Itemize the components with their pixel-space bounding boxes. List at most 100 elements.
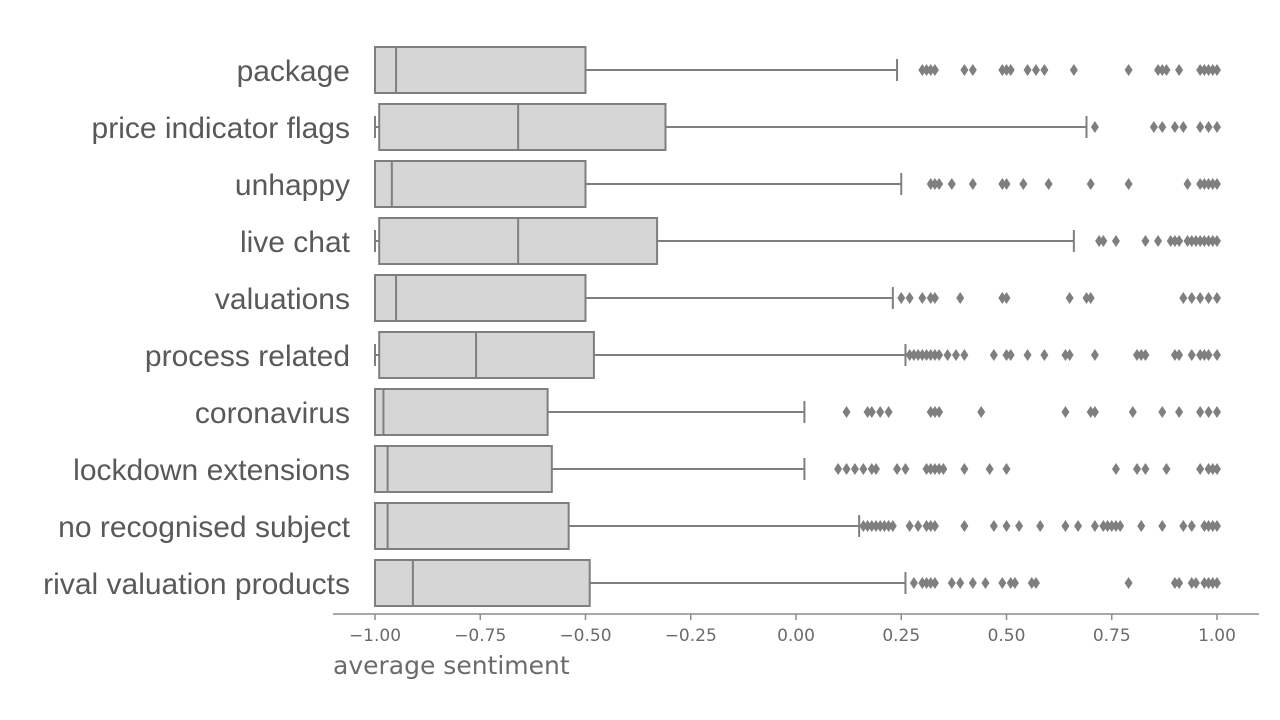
outlier-point [1175, 406, 1184, 418]
boxes-layer [374, 46, 1088, 607]
outlier-point [968, 577, 977, 589]
outlier-point [880, 520, 889, 532]
outlier-point [1124, 64, 1133, 76]
outlier-point [863, 406, 872, 418]
outlier-point [951, 349, 960, 361]
outlier-point [850, 463, 859, 475]
outlier-point [1158, 121, 1167, 133]
outlier-point [1086, 178, 1095, 190]
outlier-point [1061, 349, 1070, 361]
box-group [374, 274, 894, 322]
outlier-point [922, 64, 931, 76]
x-tick-label: −1.00 [349, 626, 401, 646]
outlier-point [1040, 64, 1049, 76]
outlier-point [1187, 235, 1196, 247]
outlier-point [1137, 349, 1146, 361]
outlier-point [926, 520, 935, 532]
outlier-point [1213, 349, 1221, 361]
outlier-point [1154, 235, 1163, 247]
outlier-point [1002, 64, 1011, 76]
outlier-point [956, 292, 965, 304]
outlier-point [884, 520, 893, 532]
outlier-point [989, 349, 998, 361]
outlier-point [905, 349, 914, 361]
outlier-point [1204, 577, 1213, 589]
iqr-box [374, 559, 591, 607]
outlier-point [930, 349, 939, 361]
outlier-point [1170, 121, 1179, 133]
outlier-point [897, 292, 906, 304]
iqr-box [378, 331, 595, 379]
box-group [374, 502, 861, 550]
outlier-point [930, 64, 939, 76]
outlier-point [1208, 463, 1217, 475]
x-tick-label: −0.50 [559, 626, 611, 646]
outlier-point [947, 178, 956, 190]
outlier-point [1200, 520, 1209, 532]
outlier-point [977, 406, 986, 418]
category-label: lockdown extensions [73, 454, 350, 487]
outlier-point [1166, 235, 1175, 247]
outlier-point [1162, 463, 1171, 475]
outlier-point [893, 463, 902, 475]
outlier-point [918, 64, 927, 76]
outlier-point [842, 406, 851, 418]
outlier-point [930, 520, 939, 532]
outlier-point [1090, 121, 1099, 133]
outlier-point [1196, 64, 1205, 76]
outlier-point [922, 520, 931, 532]
outlier-point [1095, 235, 1104, 247]
outlier-point [1116, 520, 1125, 532]
outlier-point [1111, 520, 1120, 532]
outlier-point [1158, 64, 1167, 76]
box-group [374, 217, 1075, 265]
outlier-point [1002, 520, 1011, 532]
outlier-point [1006, 577, 1015, 589]
outlier-point [998, 64, 1007, 76]
outlier-point [918, 349, 927, 361]
outlier-point [1015, 520, 1024, 532]
outlier-point [1090, 406, 1099, 418]
outlier-point [867, 406, 876, 418]
outlier-point [1158, 406, 1167, 418]
outlier-point [834, 463, 843, 475]
category-label: coronavirus [195, 397, 350, 430]
outlier-point [930, 178, 939, 190]
outlier-point [1204, 121, 1213, 133]
outlier-point [1006, 64, 1015, 76]
outlier-point [1196, 121, 1205, 133]
outlier-point [1124, 577, 1133, 589]
outlier-point [1027, 577, 1036, 589]
outlier-point [1213, 121, 1221, 133]
outlier-point [1002, 292, 1011, 304]
outlier-point [1200, 577, 1209, 589]
outlier-point [1162, 64, 1171, 76]
outlier-point [888, 520, 897, 532]
x-axis: −1.00 −0.75 −0.50 −0.25 0.00 0.25 0.50 0.75 1.00 [333, 613, 1259, 646]
category-label: live chat [240, 226, 351, 259]
outlier-point [867, 463, 876, 475]
category-label: package [237, 55, 350, 88]
outlier-point [1187, 577, 1196, 589]
outlier-point [926, 349, 935, 361]
outlier-point [1031, 64, 1040, 76]
outlier-point [1175, 577, 1184, 589]
outlier-point [1154, 64, 1163, 76]
outlier-point [1006, 349, 1015, 361]
outlier-point [1204, 520, 1213, 532]
outlier-point [1191, 235, 1200, 247]
category-label: unhappy [235, 169, 350, 202]
outlier-point [1208, 520, 1217, 532]
outlier-point [1213, 406, 1221, 418]
outlier-point [922, 463, 931, 475]
outlier-point [1175, 64, 1184, 76]
outlier-point [1187, 292, 1196, 304]
iqr-box [374, 274, 587, 322]
outliers-layer [834, 64, 1221, 589]
outlier-point [1213, 520, 1221, 532]
outlier-point [1204, 349, 1213, 361]
iqr-box [374, 445, 553, 493]
outlier-point [930, 292, 939, 304]
outlier-point [960, 463, 969, 475]
